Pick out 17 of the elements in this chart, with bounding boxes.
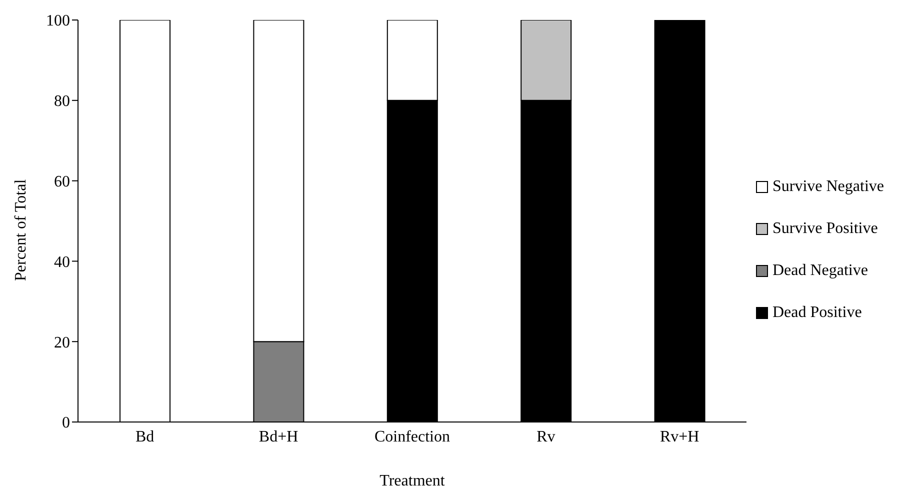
- y-tick-label: 60: [54, 173, 70, 190]
- x-tick-label: Bd: [136, 428, 154, 446]
- legend-label: Survive Positive: [772, 220, 878, 238]
- x-axis-title: Treatment: [380, 472, 446, 490]
- y-tick-label: 40: [54, 254, 70, 271]
- x-tick-label: Rv: [536, 428, 556, 446]
- y-tick-label: 100: [46, 12, 70, 30]
- y-axis-title: Percent of Total: [12, 178, 30, 281]
- y-tick-label: 80: [54, 93, 70, 110]
- legend-label: Survive Negative: [772, 178, 884, 196]
- legend-label: Dead Positive: [772, 304, 862, 322]
- y-tick-label: 0: [62, 414, 70, 432]
- x-tick-label: Coinfection: [374, 428, 450, 446]
- legend-label: Dead Negative: [772, 262, 868, 280]
- y-tick-label: 20: [54, 334, 70, 352]
- x-tick-label: Rv+H: [660, 428, 700, 446]
- x-tick-label: Bd+H: [258, 428, 299, 446]
